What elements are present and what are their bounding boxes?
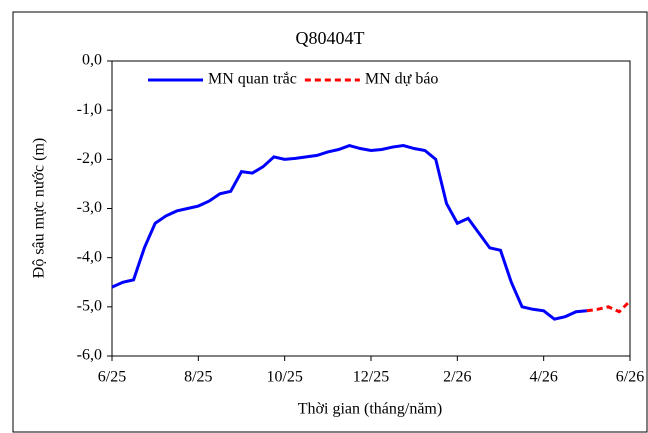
y-tick-label: -3,0 xyxy=(77,199,102,216)
chart-frame xyxy=(12,11,648,433)
line-series xyxy=(111,143,587,321)
x-tick-label: 8/25 xyxy=(184,369,212,386)
x-tick-label: 2/26 xyxy=(443,369,471,386)
y-tick-label: -5,0 xyxy=(77,298,102,315)
x-tick-label: 6/25 xyxy=(98,369,126,386)
line-series xyxy=(586,299,632,314)
x-tick-label: 4/26 xyxy=(529,369,557,386)
legend-label: MN dự báo xyxy=(365,71,439,88)
y-tick-label: 0,0 xyxy=(82,52,102,69)
legend-label: MN quan trắc xyxy=(208,71,297,88)
x-tick-label: 10/25 xyxy=(266,369,302,386)
x-axis-label: Thời gian (tháng/năm) xyxy=(298,401,442,418)
y-axis-label: Độ sâu mực nước (m) xyxy=(31,138,48,278)
x-tick-label: 12/25 xyxy=(353,369,389,386)
chart-title: Q80404T xyxy=(296,28,365,48)
y-tick-label: -6,0 xyxy=(77,347,102,364)
y-tick-label: -4,0 xyxy=(77,248,102,265)
y-tick-label: -1,0 xyxy=(77,101,102,118)
x-tick-label: 6/26 xyxy=(616,369,644,386)
y-tick-label: -2,0 xyxy=(77,150,102,167)
